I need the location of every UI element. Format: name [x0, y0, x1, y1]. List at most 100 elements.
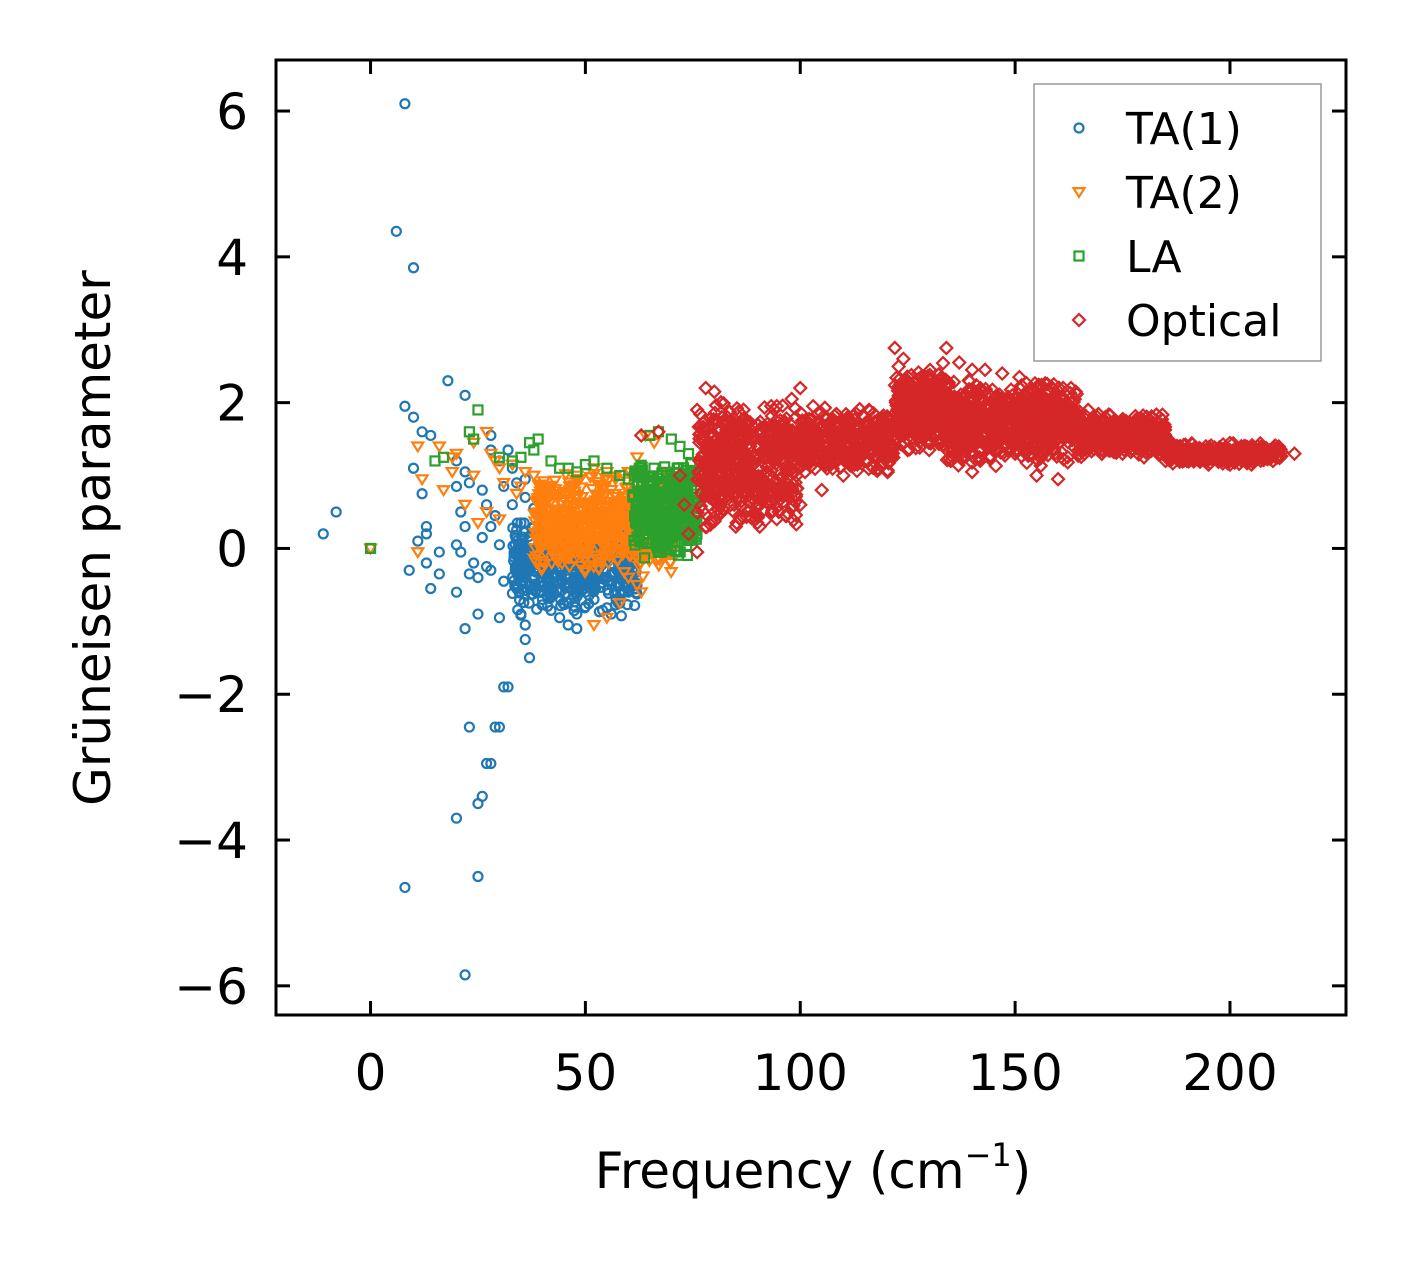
data-point-optical — [972, 444, 988, 460]
data-point-optical — [1023, 440, 1039, 457]
data-point-optical — [1184, 436, 1200, 452]
data-point-optical — [996, 413, 1012, 429]
data-point-ta-2- — [531, 480, 547, 493]
data-point-optical — [633, 427, 649, 443]
data-point-ta-1- — [463, 477, 475, 489]
legend-label: TA(1) — [1125, 104, 1242, 155]
data-point-optical — [768, 473, 784, 489]
data-point-ta-1- — [502, 681, 514, 693]
data-point-ta-1- — [433, 568, 445, 580]
data-point-ta-1- — [459, 520, 471, 533]
data-point-ta-1- — [489, 721, 501, 733]
legend: TA(1) TA(2) LA Optical — [1033, 83, 1322, 362]
data-point-ta-2- — [491, 463, 507, 476]
data-point-ta-1- — [399, 400, 411, 412]
data-point-optical — [1265, 453, 1281, 469]
data-point-optical — [676, 497, 692, 513]
data-point-optical — [859, 417, 875, 433]
data-point-optical — [994, 365, 1010, 382]
data-point-la — [658, 543, 671, 556]
data-point-ta-1- — [511, 565, 523, 577]
data-point-optical — [1045, 416, 1061, 432]
data-point-optical — [736, 463, 752, 479]
data-point-ta-2- — [592, 535, 608, 548]
data-point-optical — [969, 405, 986, 421]
data-point-la — [622, 473, 634, 485]
data-point-ta-2- — [556, 550, 572, 563]
data-point-optical — [700, 444, 716, 460]
data-point-ta-1- — [506, 499, 518, 511]
data-point-optical — [1101, 434, 1117, 450]
data-point-ta-1- — [579, 601, 591, 613]
data-point-ta-1- — [317, 528, 329, 540]
axes-layer — [274, 58, 1348, 1017]
data-point-ta-1- — [571, 582, 583, 595]
data-point-ta-1- — [468, 557, 480, 569]
data-point-ta-2- — [633, 587, 649, 600]
data-point-ta-1- — [493, 612, 506, 624]
data-point-la — [658, 497, 670, 509]
data-point-ta-1- — [407, 462, 420, 474]
data-point-optical — [1056, 399, 1073, 415]
data-point-optical — [921, 442, 937, 458]
data-point-optical — [779, 435, 795, 451]
data-point-optical — [914, 382, 930, 399]
data-point-optical — [1200, 457, 1217, 473]
data-point-optical — [766, 451, 782, 467]
data-point-ta-1- — [459, 969, 471, 981]
data-point-ta-2- — [414, 474, 430, 487]
data-point-optical — [762, 428, 778, 444]
data-point-optical — [981, 398, 997, 414]
data-point-optical — [1272, 450, 1288, 466]
data-point-ta-1- — [493, 721, 506, 733]
data-point-optical — [1007, 446, 1023, 462]
data-point-ta-1- — [571, 608, 583, 620]
data-point-ta-1- — [545, 575, 557, 587]
x-tick-label: 100 — [753, 1044, 848, 1102]
data-point-ta-2- — [545, 511, 561, 524]
data-point-optical — [708, 397, 724, 413]
x-axis-title: Frequency (cm−1) — [595, 1136, 1032, 1200]
y-tick-label: 2 — [216, 375, 248, 433]
data-point-ta-2- — [466, 470, 482, 483]
data-point-optical — [752, 421, 768, 437]
data-point-optical — [979, 399, 995, 415]
data-point-ta-1- — [403, 564, 415, 576]
data-point-la — [632, 479, 644, 491]
data-point-optical — [769, 398, 785, 414]
data-point-ta-2- — [534, 482, 550, 495]
y-tick-label: 6 — [216, 83, 248, 141]
data-point-ta-1- — [485, 757, 497, 770]
data-point-optical — [899, 415, 915, 432]
data-point-optical — [689, 544, 705, 560]
data-point-optical — [959, 396, 975, 412]
data-point-ta-2- — [410, 547, 426, 560]
data-point-optical — [831, 416, 847, 433]
data-point-optical — [911, 364, 927, 381]
data-point-optical — [792, 380, 808, 396]
data-point-ta-1- — [476, 531, 488, 544]
data-point-optical — [1046, 376, 1062, 392]
data-point-ta-2- — [528, 551, 544, 564]
data-point-optical — [680, 526, 697, 542]
data-point-la — [684, 533, 696, 545]
data-point-optical — [696, 455, 713, 471]
data-point-optical — [1008, 391, 1024, 408]
data-point-la — [665, 433, 677, 445]
data-point-optical — [995, 423, 1011, 439]
data-point-ta-2- — [558, 469, 574, 482]
data-point-ta-2- — [548, 525, 564, 538]
data-point-ta-1- — [508, 551, 520, 563]
data-point-ta-1- — [455, 506, 467, 518]
data-point-optical — [1166, 438, 1182, 454]
data-point-optical — [794, 421, 810, 437]
data-point-optical — [1040, 447, 1056, 463]
data-point-optical — [842, 456, 858, 472]
data-point-ta-1- — [425, 429, 437, 442]
data-point-optical — [1157, 453, 1174, 469]
y-tick-label: −4 — [174, 812, 248, 870]
data-point-optical — [891, 358, 907, 375]
data-point-optical — [943, 400, 959, 416]
data-point-ta-1- — [521, 585, 533, 597]
data-point-optical — [994, 390, 1011, 406]
